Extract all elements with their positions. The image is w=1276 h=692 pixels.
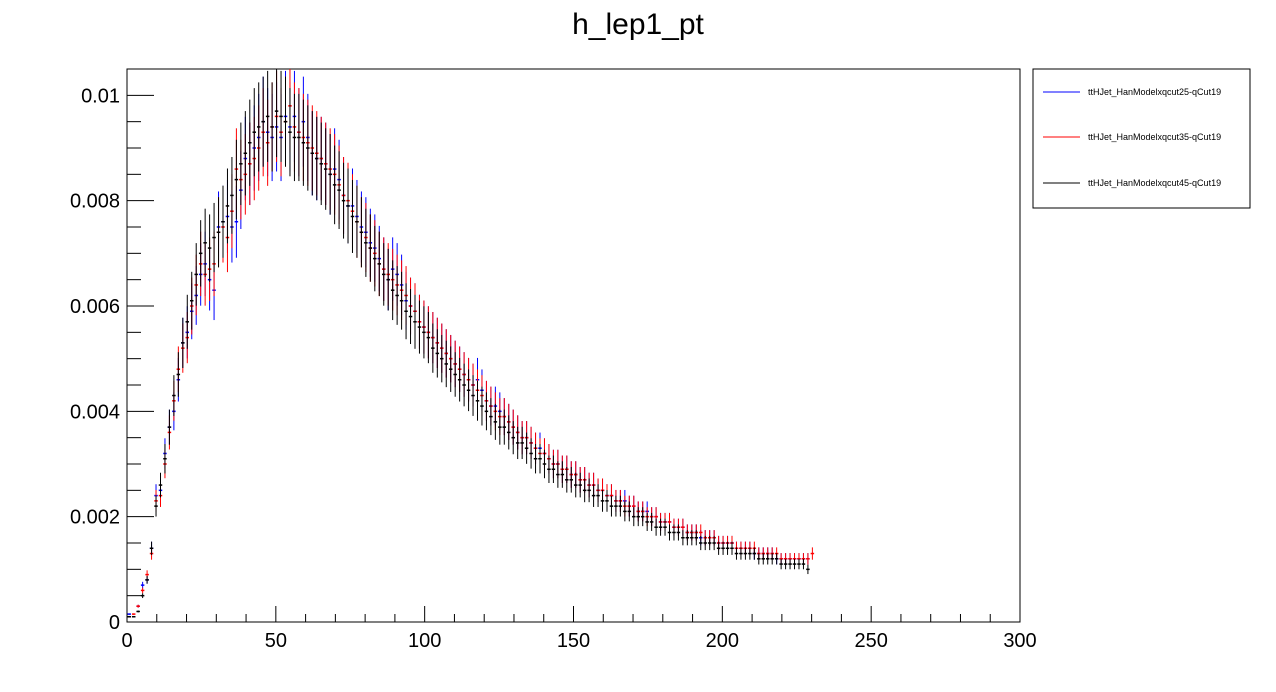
x-tick-label: 250 [854,630,887,652]
y-tick-label: 0.006 [70,296,120,318]
y-tick-label: 0.01 [81,85,120,107]
x-tick-label: 100 [408,630,441,652]
x-tick-label: 300 [1003,630,1036,652]
y-tick-label: 0.004 [70,401,120,423]
x-tick-label: 150 [557,630,590,652]
y-tick-label: 0.002 [70,507,120,529]
series-layer [127,69,815,618]
series-0 [127,70,810,618]
chart-title: h_lep1_pt [572,8,704,41]
x-axis: 0 50 100 150 200 250 300 [121,606,1037,652]
legend-label-series-0: ttHJet_HanModelxqcut25-qCut19 [1088,87,1221,97]
plot-frame [126,68,1021,623]
legend: ttHJet_HanModelxqcut25-qCut19 ttHJet_Han… [1032,68,1251,209]
series-2 [127,69,810,618]
y-axis: 0 0.002 0.004 0.006 0.008 0.01 [70,68,154,634]
x-tick-label: 0 [121,630,132,652]
legend-label-series-1: ttHJet_HanModelxqcut35-qCut19 [1088,132,1221,142]
y-tick-label: 0.008 [70,191,120,213]
x-tick-label: 50 [265,630,287,652]
y-tick-label: 0 [109,612,120,634]
series-1 [127,69,815,618]
x-tick-label: 200 [706,630,739,652]
legend-label-series-2: ttHJet_HanModelxqcut45-qCut19 [1088,178,1221,188]
